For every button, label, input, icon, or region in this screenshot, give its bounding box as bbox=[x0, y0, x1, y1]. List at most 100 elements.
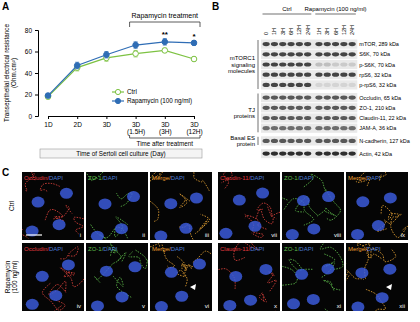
blot-band bbox=[304, 139, 311, 143]
blot-band bbox=[279, 52, 286, 56]
stain-signal bbox=[177, 257, 192, 273]
stain-signal bbox=[256, 209, 276, 224]
blot-band bbox=[271, 126, 278, 130]
micrograph: Claudin-11/DAPIvii bbox=[218, 170, 289, 240]
blot-band bbox=[349, 42, 356, 46]
stain-signal bbox=[322, 254, 335, 277]
nucleus bbox=[321, 263, 334, 274]
nucleus bbox=[351, 229, 364, 240]
sublabel-bracket bbox=[130, 135, 200, 138]
micrograph-content bbox=[150, 172, 210, 240]
channel-label-part: ZO-1/ bbox=[284, 175, 300, 181]
x-tick-mark bbox=[136, 116, 137, 119]
blot-band bbox=[304, 52, 311, 56]
title-bracket bbox=[130, 22, 200, 27]
micrograph-content bbox=[22, 172, 84, 238]
x-tick-label: 1D bbox=[44, 121, 53, 128]
micrograph-content bbox=[26, 247, 84, 311]
channel-label-part: DAPI bbox=[103, 175, 117, 181]
blot-band bbox=[279, 73, 286, 77]
channel-label-part: Occludin/ bbox=[24, 175, 49, 181]
blot-band bbox=[271, 106, 278, 110]
micrograph: Merge/DAPIix bbox=[346, 157, 420, 240]
section-bracket bbox=[258, 94, 259, 133]
nucleus bbox=[175, 291, 188, 302]
blot-band bbox=[324, 62, 331, 66]
blot-band bbox=[271, 62, 278, 66]
blot-band bbox=[304, 126, 311, 130]
nucleus bbox=[229, 271, 242, 282]
nucleus bbox=[355, 267, 368, 278]
stain-signal bbox=[136, 250, 148, 261]
blot-band bbox=[296, 96, 303, 100]
blot-band bbox=[332, 106, 339, 110]
lane-label: 6H bbox=[333, 28, 339, 35]
channel-label-part: ZO-1/ bbox=[88, 246, 104, 252]
protein-label: Claudin-11, 22 kDa bbox=[359, 115, 407, 121]
blot-band bbox=[349, 116, 356, 120]
stain-signal bbox=[245, 214, 264, 237]
nucleus bbox=[193, 259, 206, 270]
blot-band bbox=[271, 42, 278, 46]
blot-band bbox=[340, 73, 347, 77]
blot-band bbox=[296, 73, 303, 77]
protein-label: Occludin, 65 kDa bbox=[359, 95, 402, 101]
blot-band bbox=[315, 126, 322, 130]
micrograph: Occludin/DAPIi bbox=[17, 171, 84, 240]
stain-signal bbox=[184, 172, 209, 191]
section-label-line: TJ bbox=[248, 107, 255, 113]
legend-label: Ctrl bbox=[127, 88, 137, 95]
blot-band bbox=[324, 106, 331, 110]
lane-label: 3H bbox=[324, 28, 330, 35]
blot-band bbox=[279, 96, 286, 100]
x-tick-mark bbox=[48, 116, 49, 119]
blot-band bbox=[271, 52, 278, 56]
nucleus bbox=[356, 196, 369, 207]
blot-band bbox=[279, 126, 286, 130]
blot-band bbox=[340, 96, 347, 100]
blot-band bbox=[332, 73, 339, 77]
nucleus bbox=[60, 188, 73, 199]
nucleus bbox=[219, 228, 232, 239]
x-tick: 3D(12H) bbox=[186, 116, 202, 136]
blot-band bbox=[315, 152, 322, 156]
micrograph-content bbox=[351, 172, 408, 240]
blot-band bbox=[340, 139, 347, 143]
blot-band bbox=[296, 42, 303, 46]
series-point bbox=[133, 42, 139, 48]
stain-signal bbox=[53, 205, 72, 218]
channel-label-part: ZO-1/ bbox=[88, 175, 104, 181]
blot-band bbox=[324, 73, 331, 77]
y-tick-mark bbox=[35, 116, 38, 117]
blot-group-rule bbox=[263, 14, 312, 15]
channel-label: ZO-1/DAPI bbox=[88, 175, 118, 181]
blot-band bbox=[279, 152, 286, 156]
y-tick: 60 bbox=[25, 48, 38, 55]
channel-label: Merge/DAPI bbox=[348, 246, 381, 252]
micrograph-content bbox=[218, 243, 278, 311]
nucleus bbox=[287, 298, 300, 309]
protein-label: N-cadherin, 127 kDa bbox=[359, 138, 410, 144]
panel-b: BCtrl01H3H6H12H24HRapamycin (100 ng/ml)1… bbox=[212, 1, 411, 158]
channel-label-part: DAPI bbox=[367, 175, 381, 181]
x-tick-label-line: (1.5H) bbox=[127, 128, 145, 136]
error-bar bbox=[163, 39, 167, 45]
x-axis-title-box bbox=[40, 149, 202, 158]
error-bar bbox=[192, 41, 196, 45]
y-tick-label: 80 bbox=[25, 27, 33, 34]
panel-letter: A bbox=[2, 1, 9, 12]
x-tick: 2D bbox=[74, 116, 83, 128]
channel-label: ZO-1/DAPI bbox=[88, 246, 118, 252]
blot-band bbox=[324, 126, 331, 130]
protein-label: ZO-1, 210 kDa bbox=[359, 105, 396, 111]
nucleus bbox=[62, 259, 75, 270]
nucleus bbox=[26, 299, 39, 310]
blot-band bbox=[304, 96, 311, 100]
panel-numeral: ix bbox=[401, 232, 405, 238]
micrograph-background bbox=[346, 243, 408, 311]
micrograph-background bbox=[22, 243, 84, 311]
protein-label: p-S6K, 70 kDa bbox=[359, 62, 396, 68]
micrograph-background bbox=[22, 172, 84, 240]
blot-band bbox=[332, 152, 339, 156]
blot-band bbox=[340, 62, 347, 66]
